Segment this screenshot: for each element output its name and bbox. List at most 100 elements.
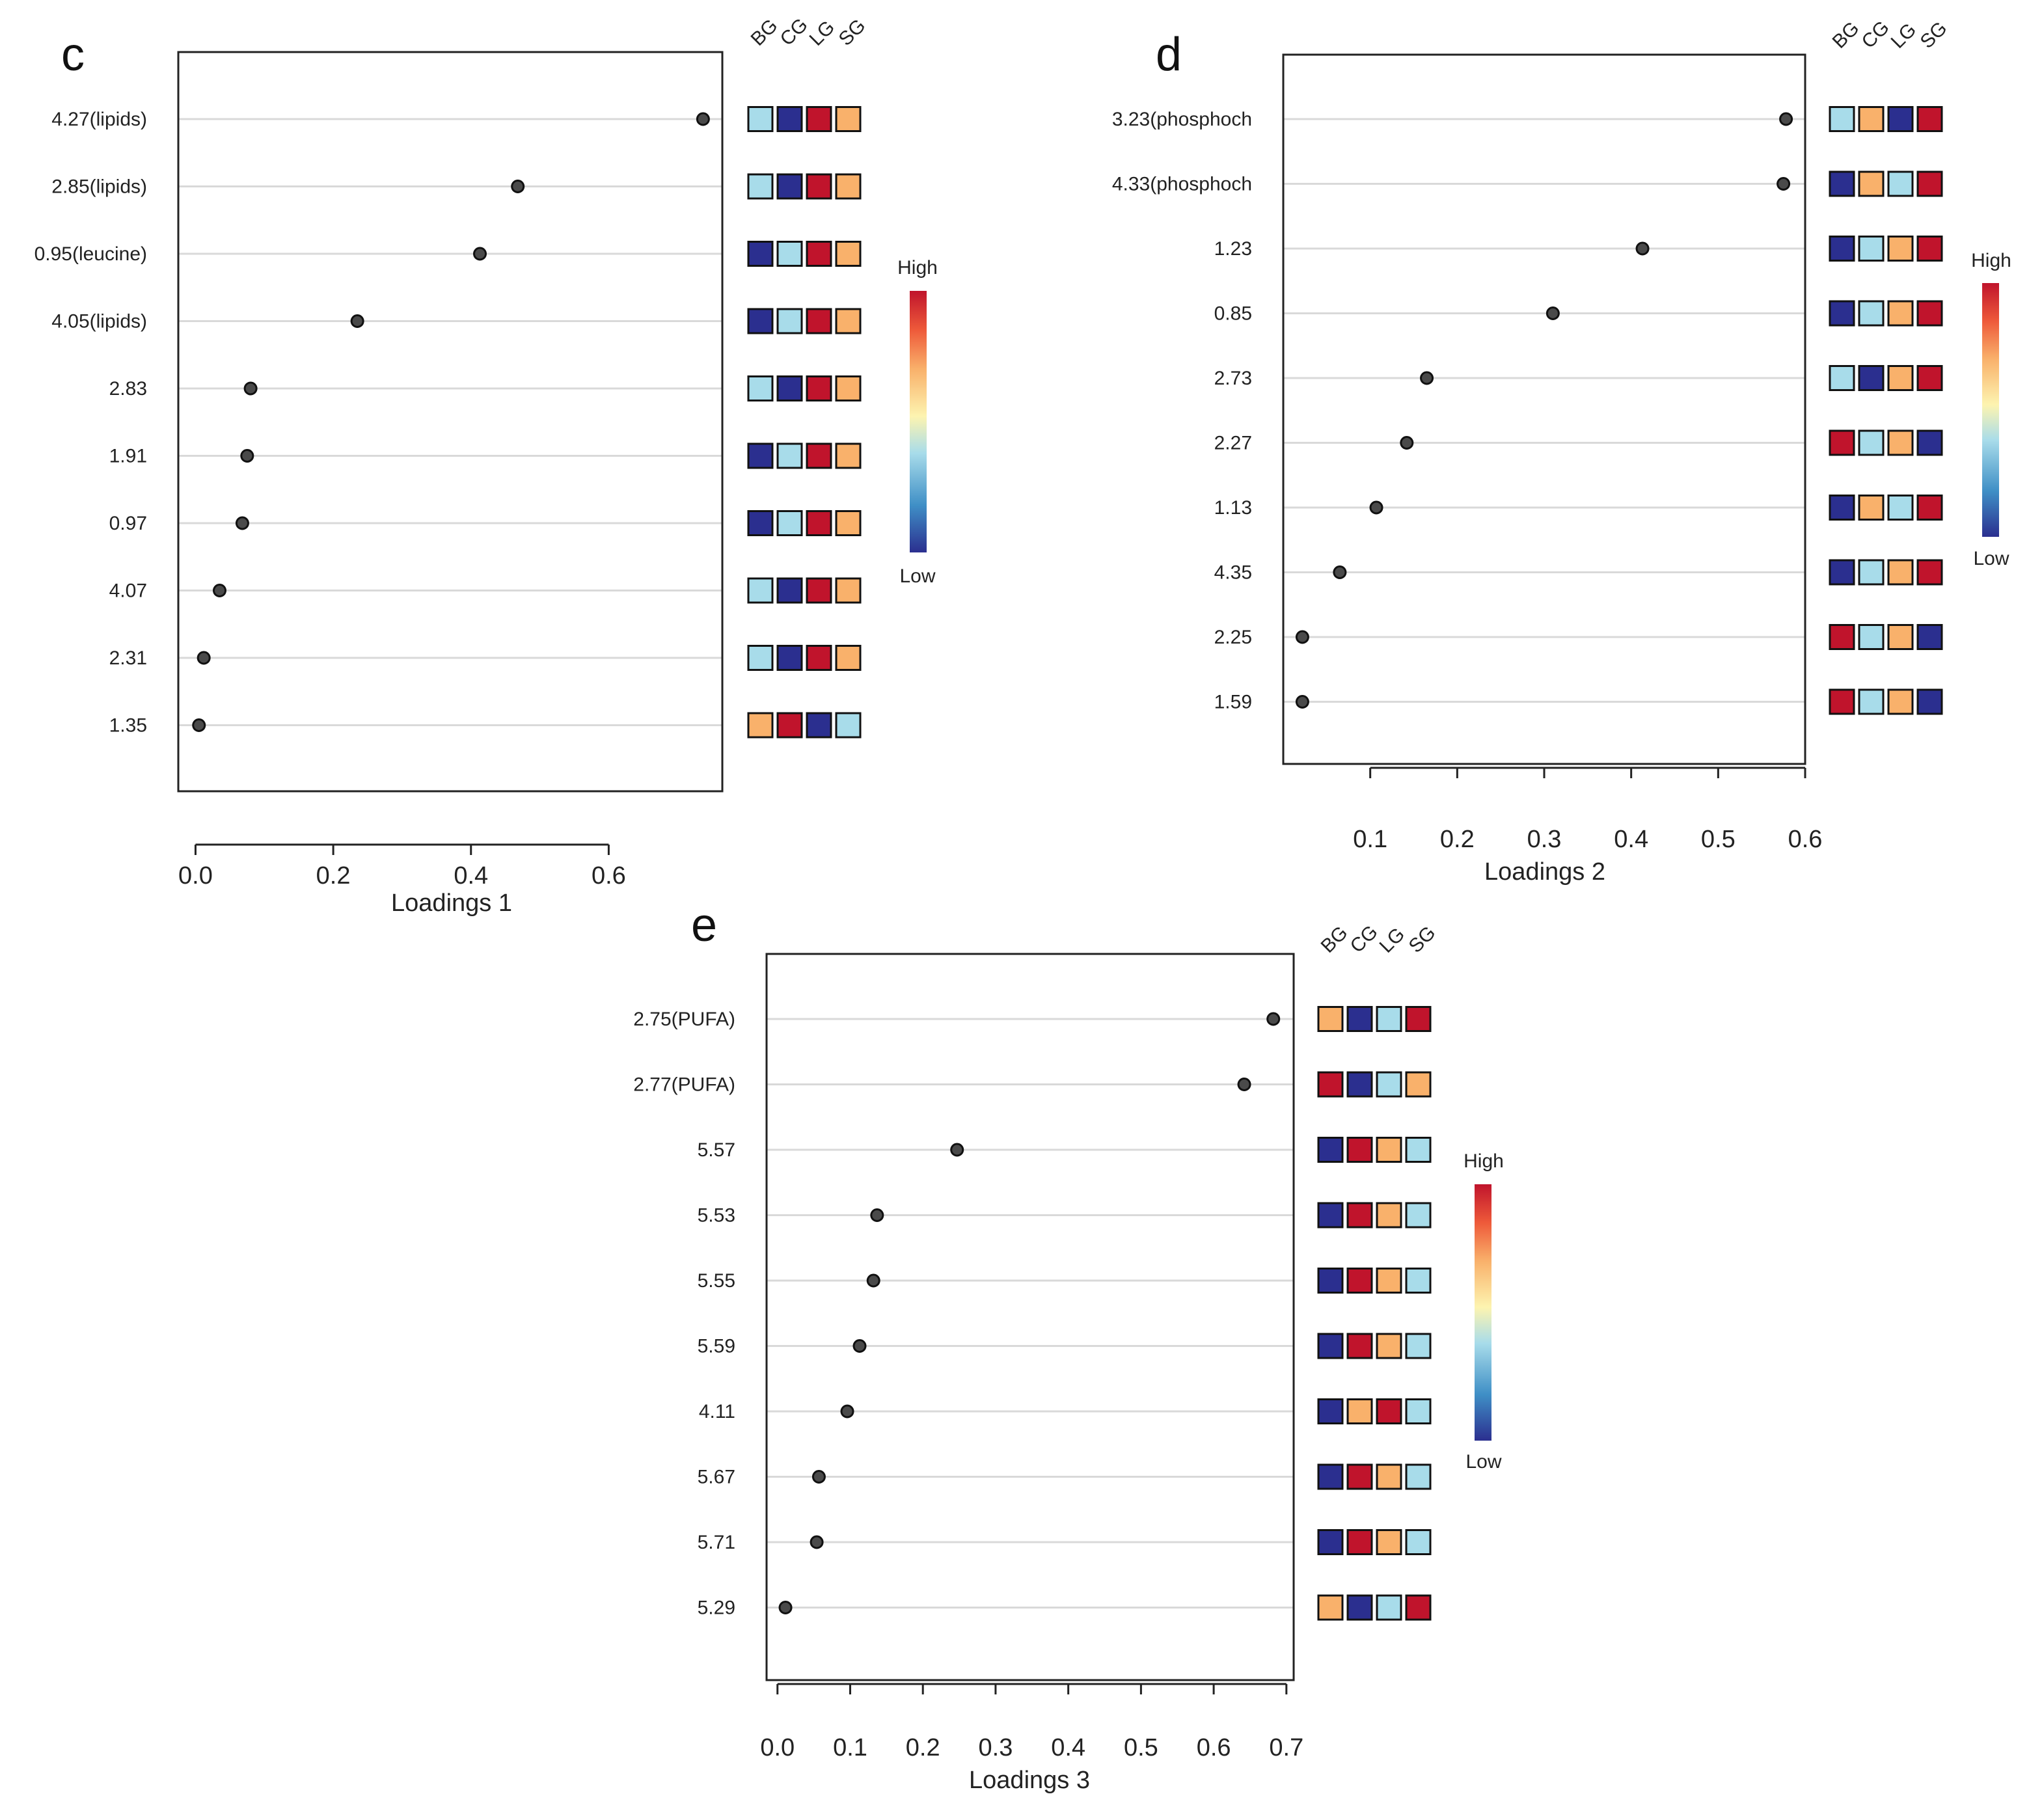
heat-cell — [1317, 1333, 1344, 1359]
data-point — [1635, 241, 1650, 256]
row-label: 1.35 — [109, 715, 147, 737]
heat-cell — [835, 375, 862, 401]
group-label: LG — [806, 16, 839, 50]
heat-cell — [747, 106, 774, 132]
row-label: 2.73 — [1214, 368, 1252, 389]
heat-cell — [835, 510, 862, 536]
heat-cell — [1405, 1398, 1432, 1424]
heat-cell — [1376, 1594, 1402, 1621]
heat-cell — [1346, 1202, 1373, 1229]
heat-cell — [1405, 1202, 1432, 1229]
row-label: 2.77(PUFA) — [633, 1074, 735, 1096]
data-point — [1400, 436, 1414, 450]
data-point — [811, 1470, 826, 1484]
heat-cell — [806, 106, 832, 132]
panel-e: e 2.75(PUFA) 2.77(PUFA) 5.57 5.53 5.55 5.59 4.1… — [633, 899, 1504, 1794]
group-label: BG — [1829, 18, 1864, 53]
heat-cell — [1829, 495, 1855, 521]
heat-cell — [1346, 1137, 1373, 1163]
x-tick-label: 0.1 — [833, 1734, 867, 1761]
group-label: CG — [1346, 921, 1382, 957]
x-tick-label: 0.5 — [1124, 1734, 1158, 1761]
heat-cell — [1916, 429, 1943, 456]
data-point — [192, 718, 206, 732]
data-point — [1266, 1012, 1281, 1026]
heat-cell — [1887, 300, 1914, 327]
group-label: CG — [1858, 17, 1894, 53]
data-point — [240, 449, 254, 463]
data-point — [1369, 500, 1383, 515]
data-point — [810, 1535, 824, 1549]
heat-cell — [1858, 495, 1885, 521]
plot-frame — [177, 51, 724, 793]
heat-cell — [776, 577, 803, 604]
heat-cell — [1405, 1268, 1432, 1294]
legend-high-label: High — [1971, 250, 2011, 271]
heat-cell — [1829, 300, 1855, 327]
heat-cell — [1916, 624, 1943, 650]
heat-cell — [835, 173, 862, 200]
heat-cell — [1405, 1006, 1432, 1032]
heat-cell — [1346, 1529, 1373, 1555]
data-point — [243, 381, 258, 396]
group-label: SG — [835, 15, 870, 50]
row-label: 2.27 — [1214, 433, 1252, 454]
legend-low-label: Low — [1465, 1451, 1501, 1473]
heat-cell — [776, 308, 803, 334]
heat-cell — [1405, 1071, 1432, 1098]
group-label: BG — [747, 15, 782, 50]
heat-cell — [747, 577, 774, 604]
x-tick-label: 0.7 — [1269, 1734, 1303, 1761]
heat-cell — [1346, 1268, 1373, 1294]
heat-cell — [1858, 688, 1885, 715]
heat-cell — [1858, 559, 1885, 586]
group-label: LG — [1887, 19, 1921, 53]
row-label: 5.67 — [698, 1467, 735, 1488]
heat-cell — [1346, 1333, 1373, 1359]
row-label: 2.83 — [109, 378, 147, 400]
heat-cell — [1858, 106, 1885, 132]
panel-letter: c — [61, 29, 85, 81]
heat-cell — [776, 645, 803, 671]
data-point — [1237, 1078, 1251, 1091]
heat-cell — [1887, 106, 1914, 132]
x-tick-label: 0.6 — [1788, 826, 1823, 853]
heat-cell — [1376, 1137, 1402, 1163]
heat-cell — [835, 106, 862, 132]
heat-cell — [1829, 170, 1855, 197]
x-tick-label: 0.6 — [592, 862, 626, 890]
heat-cell — [1346, 1463, 1373, 1490]
row-label: 5.71 — [698, 1532, 735, 1553]
heat-cell — [1317, 1006, 1344, 1032]
row-label: 4.33(phosphoch — [1112, 174, 1252, 195]
heat-cell — [1317, 1594, 1344, 1621]
heat-cell — [747, 241, 774, 267]
data-point — [870, 1208, 884, 1222]
x-tick-label: 0.0 — [178, 862, 213, 890]
row-label: 4.05(lipids) — [51, 311, 147, 333]
row-label: 1.91 — [109, 446, 147, 467]
heat-cell — [1405, 1463, 1432, 1490]
heat-cell — [1376, 1268, 1402, 1294]
heat-cell — [835, 241, 862, 267]
group-label: LG — [1376, 923, 1409, 957]
legend-high-label: High — [1464, 1150, 1504, 1172]
data-point — [866, 1273, 880, 1288]
heat-cell — [747, 645, 774, 671]
data-point — [778, 1601, 793, 1614]
heat-cell — [1858, 236, 1885, 262]
heat-cell — [1317, 1137, 1344, 1163]
legend-high-label: High — [897, 257, 938, 278]
heat-cell — [1376, 1006, 1402, 1032]
x-tick-label: 0.1 — [1353, 826, 1387, 853]
heat-cell — [1887, 365, 1914, 391]
heat-cell — [1376, 1071, 1402, 1098]
heat-cell — [1858, 624, 1885, 650]
x-tick-label: 0.4 — [454, 862, 488, 890]
group-label: SG — [1405, 922, 1440, 957]
data-point — [840, 1404, 854, 1419]
heat-cell — [1829, 624, 1855, 650]
data-point — [1295, 630, 1309, 644]
row-label: 5.55 — [698, 1270, 735, 1292]
